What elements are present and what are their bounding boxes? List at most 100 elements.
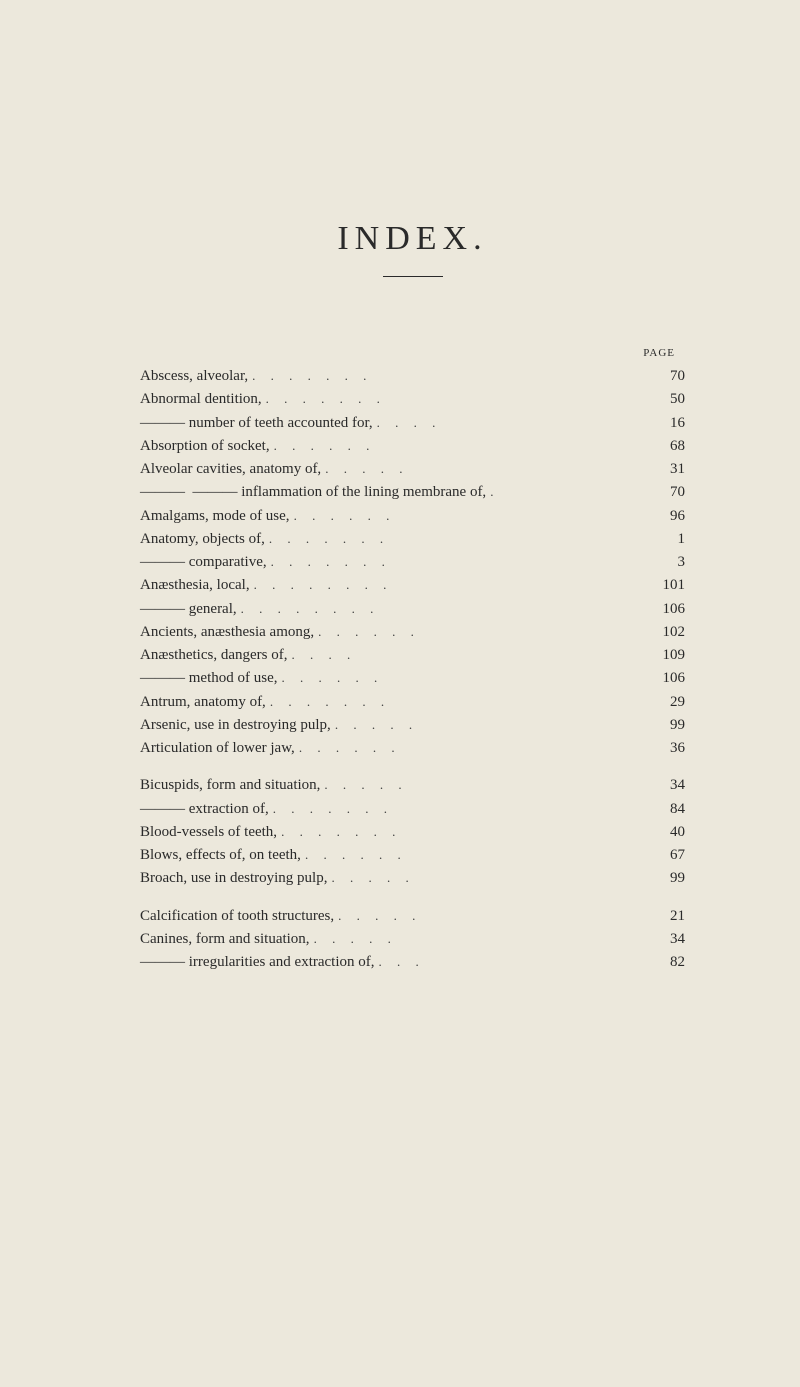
leader-dots: . . . . . . . (266, 692, 643, 712)
index-entry: Antrum, anatomy of,. . . . . . .29 (140, 691, 685, 714)
index-entry: ——— number of teeth accounted for,. . . … (140, 412, 685, 435)
index-entry: Blood-vessels of teeth,. . . . . . .40 (140, 821, 685, 844)
page-number: 29 (643, 691, 685, 714)
leader-dots: . . . . . . (295, 738, 643, 758)
leader-dots: . . . . . . . . (237, 599, 643, 619)
leader-dots: . . . . . (327, 868, 643, 888)
index-entry: Calcification of tooth structures,. . . … (140, 905, 685, 928)
index-entry: Alveolar cavities, anatomy of,. . . . .3… (140, 458, 685, 481)
entry-text: Blood-vessels of teeth, (140, 821, 277, 844)
page-number: 102 (643, 621, 685, 644)
entry-text: Anatomy, objects of, (140, 528, 265, 551)
leader-dots: . . . . (373, 413, 643, 433)
index-entry: Amalgams, mode of use,. . . . . .96 (140, 505, 685, 528)
page-number: 16 (643, 412, 685, 435)
leader-dots: . . . . . (321, 459, 643, 479)
leader-dots: . . . . . (334, 906, 643, 926)
leader-dots: . . . . . . . (269, 799, 643, 819)
entry-text: Bicuspids, form and situation, (140, 774, 320, 797)
section-gap (140, 891, 685, 905)
index-entry: ——— comparative,. . . . . . .3 (140, 551, 685, 574)
entry-text: Abscess, alveolar, (140, 365, 248, 388)
index-list: Abscess, alveolar,. . . . . . .70Abnorma… (140, 365, 685, 974)
index-entry: Broach, use in destroying pulp,. . . . .… (140, 867, 685, 890)
leader-dots: . . . (375, 952, 643, 972)
page-number: 106 (643, 598, 685, 621)
index-entry: Anæsthesia, local,. . . . . . . .101 (140, 574, 685, 597)
entry-text: Broach, use in destroying pulp, (140, 867, 327, 890)
leader-dots: . . . . . . (290, 506, 643, 526)
leader-dots: . . . . . . . (267, 552, 643, 572)
entry-text: Blows, effects of, on teeth, (140, 844, 301, 867)
leader-dots: . . . . . (320, 775, 643, 795)
leader-dots: . . . . . (331, 715, 643, 735)
entry-text: ——— irregularities and extraction of, (140, 951, 375, 974)
index-entry: Abscess, alveolar,. . . . . . .70 (140, 365, 685, 388)
page-number: 21 (643, 905, 685, 928)
index-entry: Abnormal dentition,. . . . . . .50 (140, 388, 685, 411)
index-entry: Blows, effects of, on teeth,. . . . . .6… (140, 844, 685, 867)
entry-text: ——— number of teeth accounted for, (140, 412, 373, 435)
entry-text: Canines, form and situation, (140, 928, 310, 951)
entry-text: ——— method of use, (140, 667, 277, 690)
entry-text: Absorption of socket, (140, 435, 270, 458)
entry-text: ——— comparative, (140, 551, 267, 574)
entry-text: Arsenic, use in destroying pulp, (140, 714, 331, 737)
entry-text: Calcification of tooth structures, (140, 905, 334, 928)
page-number: 50 (643, 388, 685, 411)
page-number: 109 (643, 644, 685, 667)
index-entry: Articulation of lower jaw,. . . . . .36 (140, 737, 685, 760)
leader-dots: . . . . . . (301, 845, 643, 865)
entry-text: ——— extraction of, (140, 798, 269, 821)
index-entry: Anatomy, objects of,. . . . . . .1 (140, 528, 685, 551)
page-number: 40 (643, 821, 685, 844)
index-entry: ——— method of use,. . . . . .106 (140, 667, 685, 690)
index-entry: ——— extraction of,. . . . . . .84 (140, 798, 685, 821)
page-number: 36 (643, 737, 685, 760)
leader-dots: . . . . . . . (262, 389, 643, 409)
page-number: 68 (643, 435, 685, 458)
index-entry: ——— irregularities and extraction of, . … (140, 951, 685, 974)
page-number: 84 (643, 798, 685, 821)
leader-dots: . . . . . . . . (250, 575, 643, 595)
entry-text: Alveolar cavities, anatomy of, (140, 458, 321, 481)
page-number: 96 (643, 505, 685, 528)
title-rule (383, 276, 443, 277)
entry-text: Anæsthesia, local, (140, 574, 250, 597)
page-number: 82 (643, 951, 685, 974)
index-entry: ——— general,. . . . . . . .106 (140, 598, 685, 621)
page-number: 1 (643, 528, 685, 551)
entry-text: Ancients, anæsthesia among, (140, 621, 314, 644)
page-number: 70 (643, 365, 685, 388)
leader-dots: . . . . . . . (248, 366, 643, 386)
index-entry: Ancients, anæsthesia among,. . . . . .10… (140, 621, 685, 644)
entry-text: Amalgams, mode of use, (140, 505, 290, 528)
index-entry: Arsenic, use in destroying pulp,. . . . … (140, 714, 685, 737)
index-title: INDEX. (140, 220, 685, 258)
entry-text: ——— ——— inflammation of the lining membr… (140, 481, 486, 504)
page-number: 99 (643, 714, 685, 737)
page-column-header: PAGE (140, 347, 685, 359)
leader-dots: . . . . . . (314, 622, 643, 642)
index-entry: Absorption of socket,. . . . . .68 (140, 435, 685, 458)
entry-text: Antrum, anatomy of, (140, 691, 266, 714)
page-number: 67 (643, 844, 685, 867)
page-number: 31 (643, 458, 685, 481)
section-gap (140, 760, 685, 774)
entry-text: Abnormal dentition, (140, 388, 262, 411)
page-number: 101 (643, 574, 685, 597)
index-entry: Bicuspids, form and situation,. . . . .3… (140, 774, 685, 797)
leader-dots: . . . . . . (277, 668, 643, 688)
entry-text: Articulation of lower jaw, (140, 737, 295, 760)
leader-dots: . . . . . . (270, 436, 643, 456)
index-entry: Anæsthetics, dangers of,. . . .109 (140, 644, 685, 667)
leader-dots: . . . . . (310, 929, 643, 949)
page-number: 70 (643, 481, 685, 504)
entry-text: ——— general, (140, 598, 237, 621)
page-number: 34 (643, 774, 685, 797)
leader-dots: . . . . (287, 645, 643, 665)
page-number: 106 (643, 667, 685, 690)
leader-dots: . . . . . . . (265, 529, 643, 549)
leader-dots: . . . . . . . (277, 822, 643, 842)
index-entry: Canines, form and situation,. . . . .34 (140, 928, 685, 951)
